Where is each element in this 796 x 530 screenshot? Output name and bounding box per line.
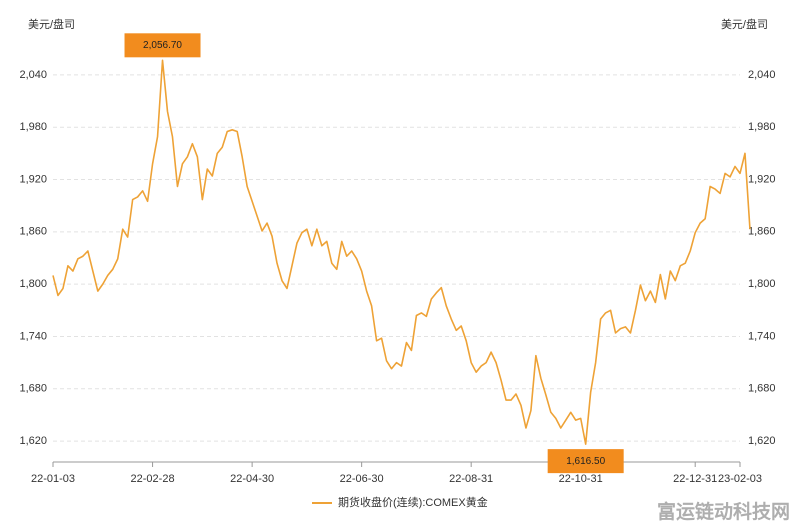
watermark: 富运链动科技网 [657,500,790,523]
y-tick-label: 1,860 [19,226,47,238]
value-label-box [547,449,624,474]
legend-label: 期货收盘价(连续):COMEX黄金 [338,495,488,509]
y2-tick-label: 1,680 [748,383,776,395]
y-tick-label: 2,040 [19,69,47,81]
y-unit-left: 美元/盘司 [28,17,75,31]
value-label: 2,056.70 [143,40,182,51]
y-tick-label: 1,680 [19,383,47,395]
x-tick-label: 23-02-03 [718,473,762,485]
y2-tick-label: 1,740 [748,330,776,342]
y2-tick-label: 1,620 [748,435,776,447]
x-tick-label: 22-12-31 [673,473,717,485]
value-label-box [124,33,201,58]
y-tick-label: 1,800 [19,278,47,290]
x-tick-label: 22-06-30 [340,473,384,485]
x-tick-label: 22-04-30 [230,473,274,485]
x-tick-label: 22-01-03 [31,473,75,485]
y-tick-label: 1,980 [19,121,47,133]
y-tick-label: 1,740 [19,330,47,342]
y2-tick-label: 1,920 [748,173,776,185]
y-tick-label: 1,920 [19,173,47,185]
y2-tick-label: 2,040 [748,69,776,81]
y-unit-right: 美元/盘司 [721,17,768,31]
x-tick-label: 22-08-31 [449,473,493,485]
y2-tick-label: 1,860 [748,226,776,238]
y-tick-label: 1,620 [19,435,47,447]
value-label: 1,616.50 [566,456,605,467]
x-tick-label: 22-10-31 [559,473,603,485]
series-line [52,59,751,445]
y2-tick-label: 1,980 [748,121,776,133]
y2-tick-label: 1,800 [748,278,776,290]
x-tick-label: 22-02-28 [131,473,175,485]
